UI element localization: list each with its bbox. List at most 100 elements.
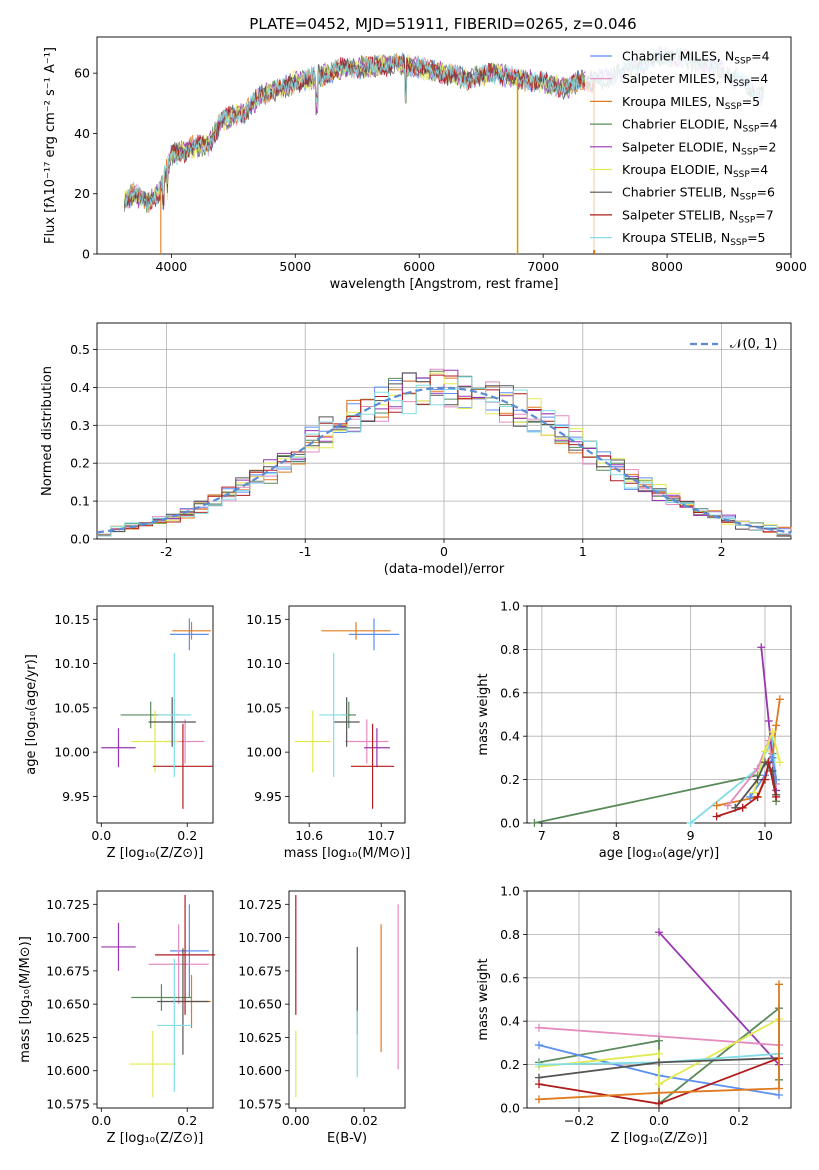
- z-vs-age-panel: 0.0 0.2 9.95 10.00 10.05 10.10 10.15 Z [log₁₀(Z…: [24, 605, 214, 861]
- y-tick-label: 10.675: [46, 963, 90, 978]
- weight-marker: [655, 1036, 663, 1045]
- z-vs-mass-panel: 0.0 0.2 10.575 10.600 10.625 10.650 10.675 10.7…: [18, 890, 216, 1146]
- weight-marker: [655, 1099, 663, 1108]
- y-tick-label: 0: [82, 247, 90, 262]
- weight-marker: [775, 758, 784, 767]
- weight-marker: [738, 803, 747, 812]
- y-tick-label: 10.725: [238, 897, 282, 912]
- y-tick-label: 0.5: [70, 342, 90, 357]
- y-tick-label: 10.700: [238, 930, 282, 945]
- legend-label: Chabrier ELODIE, NSSP=4: [622, 117, 778, 135]
- y-axis-label: Normed distribution: [40, 366, 55, 496]
- y-tick-label: 10.00: [246, 745, 282, 760]
- y-tick-label: 10.10: [54, 656, 90, 671]
- x-tick-label: 0.2: [729, 1113, 749, 1128]
- y-tick-label: 10.15: [246, 612, 282, 627]
- y-tick-label: 0.8: [500, 642, 520, 657]
- y-tick-label: 10.650: [46, 997, 90, 1012]
- weight-marker: [753, 792, 762, 801]
- weight-marker: [723, 801, 732, 810]
- y-tick-label: 10.05: [246, 700, 282, 715]
- weight-marker: [712, 801, 721, 810]
- legend-label: Salpeter STELIB, NSSP=7: [622, 207, 774, 225]
- weight-marker: [749, 788, 758, 797]
- weight-marker: [768, 753, 777, 762]
- x-tick-label: 10.6: [295, 828, 323, 843]
- y-tick-label: 0.1: [70, 494, 90, 509]
- normal-curve: [96, 386, 792, 534]
- y-tick-label: 0.6: [500, 970, 520, 985]
- weight-line: [538, 984, 780, 1101]
- y-tick-label: 0.6: [500, 685, 520, 700]
- legend-label: Kroupa STELIB, NSSP=5: [622, 230, 766, 248]
- y-tick-label: 0.0: [500, 1101, 520, 1116]
- weight-marker: [655, 928, 663, 937]
- weight-marker: [655, 1049, 663, 1058]
- y-axis-label: age [log₁₀(age/yr)]: [24, 654, 39, 775]
- y-tick-label: 9.95: [62, 789, 90, 804]
- spectrum-panel: 4000 5000 6000 7000 8000 9000 0 20 40 60 wavelengt…: [43, 36, 807, 292]
- y-tick-label: 10.575: [46, 1097, 90, 1112]
- age-vs-weight-panel: 7 8 9 10 0.0 0.2 0.4 0.6 0.8 1.0 age [log₁₀(age/yr…: [476, 599, 792, 861]
- x-tick-label: 6000: [403, 259, 435, 274]
- x-tick-label: 0.2: [177, 1113, 197, 1128]
- weight-line: [752, 728, 781, 793]
- legend-label: Chabrier STELIB, NSSP=6: [622, 185, 775, 203]
- histogram-series: [97, 376, 792, 537]
- weight-marker: [655, 1058, 663, 1067]
- axes-frame: [526, 890, 792, 1109]
- weight-marker: [530, 819, 539, 827]
- x-tick-label: 1: [579, 544, 587, 559]
- y-tick-label: 20: [74, 186, 90, 201]
- y-tick-label: 10.650: [238, 997, 282, 1012]
- y-axis-label: Flux [fλ10⁻¹⁷ erg cm⁻² s⁻¹ A⁻¹]: [43, 47, 58, 244]
- x-tick-label: 8: [612, 828, 620, 843]
- y-tick-label: 1.0: [500, 884, 520, 899]
- axes-frame: [288, 605, 406, 824]
- x-axis-label: mass [log₁₀(M/M⊙)]: [284, 846, 411, 861]
- y-tick-label: 0.4: [500, 1014, 520, 1029]
- spectrum-legend: Chabrier MILES, NSSP=4 Salpeter MILES, NS…: [585, 44, 788, 250]
- y-tick-label: 0.2: [500, 1057, 520, 1072]
- weight-marker: [655, 1088, 663, 1097]
- x-tick-label: 5000: [279, 259, 311, 274]
- y-tick-label: 10.10: [246, 656, 282, 671]
- axes-frame: [96, 322, 792, 540]
- x-axis-label: age [log₁₀(age/yr)]: [599, 846, 720, 861]
- legend-label: Chabrier MILES, NSSP=4: [622, 49, 770, 67]
- x-tick-label: 10.7: [367, 828, 395, 843]
- legend-label: Salpeter MILES, NSSP=4: [622, 71, 768, 89]
- legend-label: Kroupa ELODIE, NSSP=4: [622, 162, 768, 180]
- weight-line: [716, 762, 777, 818]
- weight-marker: [712, 812, 721, 821]
- x-tick-label: 10: [757, 828, 773, 843]
- weight-marker: [535, 1080, 543, 1089]
- y-tick-label: 0.0: [70, 532, 90, 547]
- weight-marker: [775, 1084, 783, 1093]
- weight-marker: [757, 643, 766, 652]
- x-tick-label: 0.02: [350, 1113, 378, 1128]
- figure-title: PLATE=0452, MJD=51911, FIBERID=0265, z=0…: [249, 15, 636, 33]
- x-tick-label: -2: [160, 544, 172, 559]
- y-tick-label: 10.675: [238, 963, 282, 978]
- x-tick-label: 0: [440, 544, 448, 559]
- y-tick-label: 10.15: [54, 612, 90, 627]
- y-tick-label: 0.2: [70, 456, 90, 471]
- weight-line: [658, 931, 780, 1066]
- y-tick-label: 60: [74, 66, 90, 81]
- x-tick-label: 0.0: [91, 1113, 111, 1128]
- x-axis-label: E(B-V): [327, 1131, 367, 1146]
- weight-marker: [760, 775, 769, 784]
- weight-marker: [760, 747, 769, 756]
- x-tick-label: 0.00: [282, 1113, 310, 1128]
- residuals-panel: -2 -1 0 1 2 0.0 0.1 0.2 0.3 0.4 0.5 (data-model)/er…: [40, 322, 792, 577]
- weight-marker: [686, 819, 695, 827]
- x-tick-label: 0.2: [177, 828, 197, 843]
- weight-marker: [768, 727, 777, 736]
- y-tick-label: 0.8: [500, 927, 520, 942]
- y-tick-label: 10.625: [238, 1030, 282, 1045]
- y-tick-label: 0.0: [500, 816, 520, 831]
- mass-vs-age-panel: 10.6 10.7 9.95 10.00 10.05 10.10 10.15 mass [lo…: [246, 605, 411, 861]
- x-tick-label: −0.2: [564, 1113, 594, 1128]
- weight-marker: [535, 1023, 543, 1032]
